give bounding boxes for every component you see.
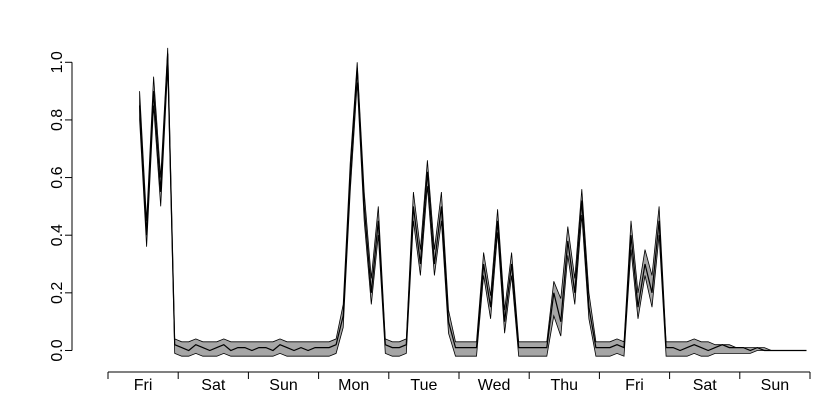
x-tick-label: Sat: [201, 377, 226, 394]
x-tick-label: Thu: [551, 377, 579, 394]
x-tick-label: Fri: [625, 377, 644, 394]
y-tick-label: 0.4: [49, 224, 66, 246]
y-tick-label: 0.6: [49, 166, 66, 188]
y-tick-label: 0.8: [49, 109, 66, 131]
x-tick-label: Fri: [134, 377, 153, 394]
y-tick-label: 0.0: [49, 339, 66, 361]
y-tick-label: 0.2: [49, 282, 66, 304]
x-tick-label: Tue: [410, 377, 437, 394]
x-tick-label: Sun: [761, 377, 789, 394]
x-tick-label: Sat: [693, 377, 718, 394]
x-tick-label: Mon: [338, 377, 369, 394]
confidence-band: [139, 47, 807, 357]
y-tick-label: 1.0: [49, 51, 66, 73]
x-tick-label: Sun: [269, 377, 297, 394]
series-line: [139, 53, 807, 352]
x-tick-label: Wed: [478, 377, 511, 394]
